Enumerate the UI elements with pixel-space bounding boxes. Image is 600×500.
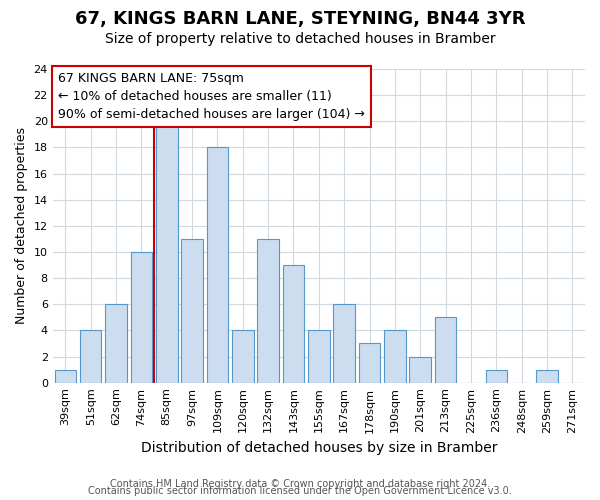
Bar (105, 304, 127, 382)
Bar (80, 330, 101, 382)
Bar (334, 304, 355, 382)
Bar (359, 344, 380, 382)
Bar (232, 330, 254, 382)
Bar (384, 330, 406, 382)
Bar (55, 370, 76, 382)
Bar (485, 370, 507, 382)
Y-axis label: Number of detached properties: Number of detached properties (15, 128, 28, 324)
Text: 67 KINGS BARN LANE: 75sqm
← 10% of detached houses are smaller (11)
90% of semi-: 67 KINGS BARN LANE: 75sqm ← 10% of detac… (58, 72, 365, 121)
Text: Size of property relative to detached houses in Bramber: Size of property relative to detached ho… (104, 32, 496, 46)
Bar (308, 330, 329, 382)
Bar (206, 148, 228, 382)
Text: Contains public sector information licensed under the Open Government Licence v3: Contains public sector information licen… (88, 486, 512, 496)
Bar (435, 318, 457, 382)
Bar (181, 239, 203, 382)
Text: Contains HM Land Registry data © Crown copyright and database right 2024.: Contains HM Land Registry data © Crown c… (110, 479, 490, 489)
Bar (131, 252, 152, 382)
Text: 67, KINGS BARN LANE, STEYNING, BN44 3YR: 67, KINGS BARN LANE, STEYNING, BN44 3YR (75, 10, 525, 28)
Bar (257, 239, 279, 382)
Bar (409, 356, 431, 382)
X-axis label: Distribution of detached houses by size in Bramber: Distribution of detached houses by size … (140, 441, 497, 455)
Bar (536, 370, 558, 382)
Bar (156, 122, 178, 382)
Bar (283, 265, 304, 382)
